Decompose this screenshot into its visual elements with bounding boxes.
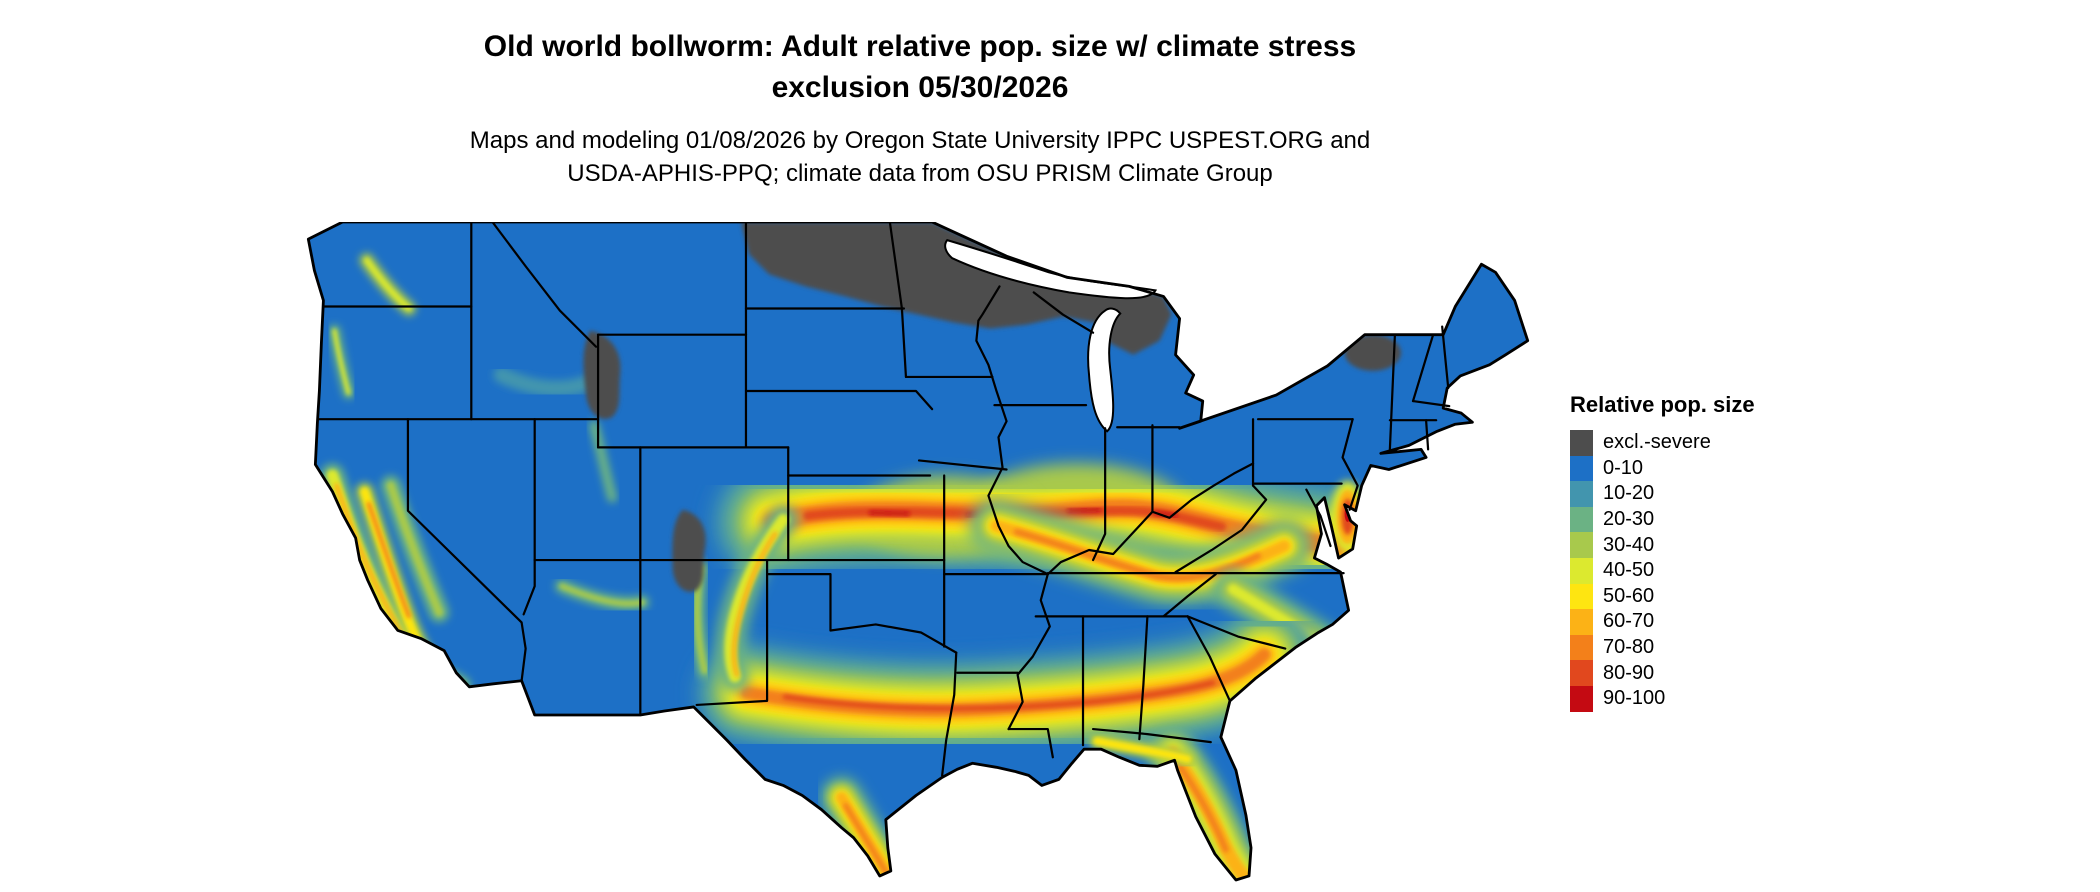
band-layer <box>559 583 645 607</box>
us-choropleth-map <box>306 222 1530 882</box>
state-border-line <box>1138 615 1149 741</box>
state-border-line <box>888 222 908 379</box>
yellowstone-exclusion <box>583 330 621 419</box>
legend-label: 0-10 <box>1603 456 1644 479</box>
legend-title: Relative pop. size <box>1570 392 1755 417</box>
state-border-line <box>1007 727 1054 759</box>
legend-item: 70-80 <box>1570 634 1755 661</box>
state-border-line <box>975 285 1049 576</box>
legend-item: 80-90 <box>1570 660 1755 686</box>
legend-swatch <box>1570 532 1593 558</box>
legend-swatch <box>1570 481 1593 507</box>
state-border-line <box>1441 325 1450 390</box>
willamette-core <box>332 328 351 396</box>
legend: Relative pop. size excl.-severe 0-10 10-20… <box>1570 392 1755 712</box>
northern-exclusion-zone <box>740 222 1172 355</box>
state-border-line <box>1032 291 1095 334</box>
legend-swatch <box>1570 583 1593 610</box>
state-border-line <box>744 389 934 411</box>
legend-item: 40-50 <box>1570 557 1755 584</box>
snake-plain-strip <box>493 366 597 397</box>
legend-label: 70-80 <box>1603 636 1655 659</box>
state-border-line <box>1388 333 1397 451</box>
subtitle-line-2: USDA-APHIS-PPQ; climate data from OSU PR… <box>567 160 1273 187</box>
band-core <box>731 531 778 678</box>
legend-label: 60-70 <box>1603 610 1655 633</box>
legend-label: 80-90 <box>1603 661 1655 684</box>
legend-item: 90-100 <box>1570 685 1755 712</box>
state-border-line <box>1046 462 1255 576</box>
legend-item: 60-70 <box>1570 609 1755 635</box>
state-border-line <box>765 573 958 654</box>
subtitle-line-1: Maps and modeling 01/08/2026 by Oregon S… <box>469 127 1371 154</box>
southern-density-band <box>696 604 1315 761</box>
arizona-rim-strip <box>554 579 650 611</box>
state-border-line <box>1186 615 1287 650</box>
state-border-line <box>695 558 769 707</box>
kentucky-tennessee-spur <box>968 498 1312 606</box>
state-border-line <box>1007 573 1051 731</box>
band-core <box>843 803 889 875</box>
sierra-foothill-strip <box>386 481 444 617</box>
title-line-1: Old world bollworm: Adult relative pop. … <box>483 30 1357 63</box>
state-border-line <box>1091 727 1212 744</box>
state-border-line <box>1341 418 1359 511</box>
state-border-line <box>1174 484 1268 574</box>
legend-label: 20-30 <box>1603 508 1655 531</box>
legend-label: 10-20 <box>1603 482 1655 505</box>
south-texas-band <box>820 776 909 880</box>
legend-swatch <box>1570 634 1593 661</box>
state-border-line <box>1411 333 1435 403</box>
state-borders <box>318 222 1451 777</box>
adirondacks-exclusion <box>1344 334 1401 371</box>
page-title: Old world bollworm: Adult relative pop. … <box>0 0 1840 108</box>
legend-swatch <box>1570 506 1593 533</box>
state-border-line <box>1186 615 1232 703</box>
title-line-2: exclusion 05/30/2026 <box>771 71 1069 104</box>
legend-label: 30-40 <box>1603 533 1655 556</box>
pacific-northwest-valleys <box>328 253 618 503</box>
central-valley-core <box>366 501 411 619</box>
legend-swatch <box>1570 609 1593 635</box>
state-border-line <box>917 459 1008 471</box>
state-border-line <box>1305 488 1332 548</box>
state-border-line <box>522 558 536 616</box>
legend-swatch <box>1570 557 1593 584</box>
excluded-severe-areas <box>583 222 1401 592</box>
lake-michigan <box>1087 307 1122 433</box>
colorado-rockies-exclusion <box>672 509 706 592</box>
legend-label: excl.-severe <box>1603 431 1711 454</box>
legend-item: 10-20 <box>1570 481 1755 507</box>
band-core <box>782 680 1216 712</box>
legend-items: excl.-severe 0-10 10-20 20-30 30-40 40-50 50-6… <box>1570 430 1755 712</box>
state-border-line <box>406 418 527 682</box>
legend-item: 50-60 <box>1570 583 1755 610</box>
panhandle-strip-core <box>1093 737 1192 764</box>
high-plains-caprock-arc <box>715 504 799 692</box>
band-core <box>1174 760 1229 853</box>
legend-swatch <box>1570 685 1593 712</box>
us-outline <box>306 222 1530 882</box>
attribution-subtitle: Maps and modeling 01/08/2026 by Oregon S… <box>0 124 1840 190</box>
florida-band <box>1089 729 1269 880</box>
puget-lowland-core <box>364 257 412 312</box>
us-map-container <box>300 222 1532 882</box>
legend-label: 90-100 <box>1603 687 1666 710</box>
state-border-line <box>941 651 958 777</box>
legend-swatch <box>1570 430 1593 456</box>
legend-swatch <box>1570 660 1593 686</box>
legend-item: 20-30 <box>1570 506 1755 533</box>
legend-label: 50-60 <box>1603 584 1655 607</box>
state-border-line <box>1162 573 1217 618</box>
wasatch-strip <box>589 420 618 503</box>
legend-swatch <box>1570 455 1593 482</box>
legend-item: 0-10 <box>1570 455 1755 482</box>
legend-item: excl.-severe <box>1570 430 1755 456</box>
band-core <box>1013 528 1262 581</box>
figure-header: Old world bollworm: Adult relative pop. … <box>0 0 1840 190</box>
legend-label: 40-50 <box>1603 559 1655 582</box>
legend-item: 30-40 <box>1570 532 1755 558</box>
state-border-line <box>491 222 598 348</box>
